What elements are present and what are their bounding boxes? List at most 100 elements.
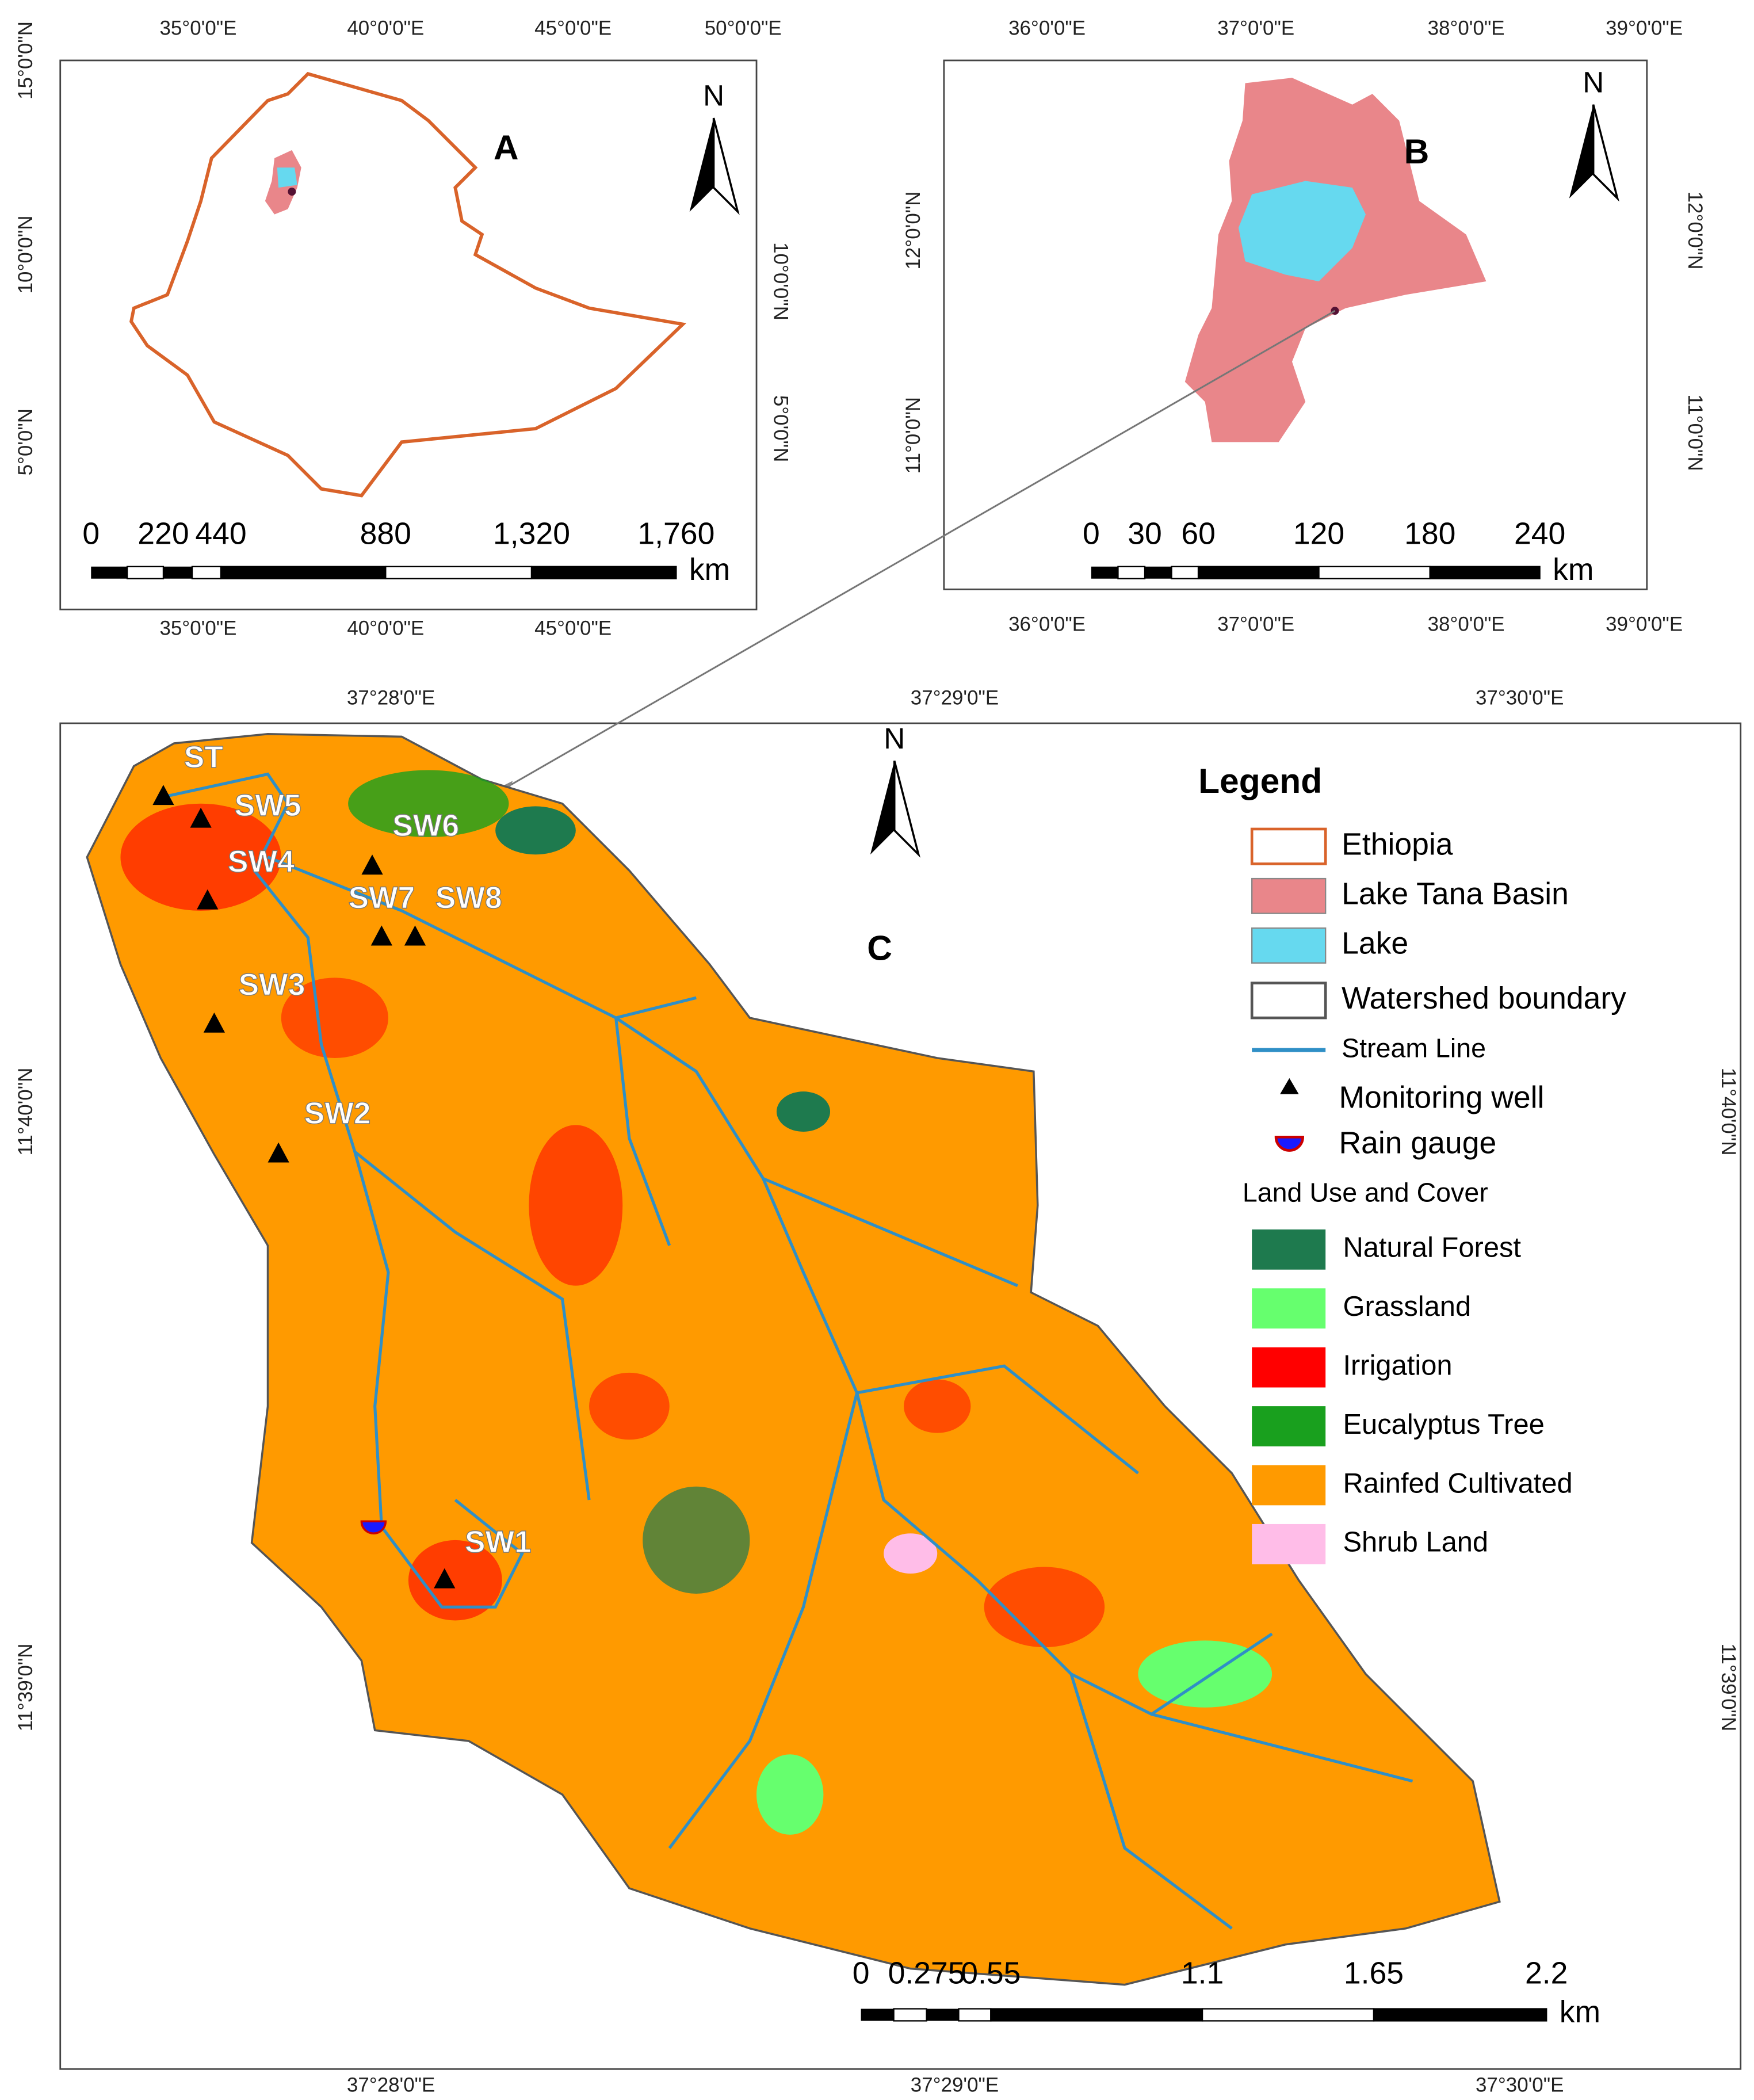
scale-label: 1,760 (637, 517, 714, 551)
coord-label-top: 36°0'0"E (1008, 17, 1086, 40)
coord-label-right: 12°0'0"N (1684, 192, 1706, 270)
legend-title: Legend (1198, 761, 1322, 800)
monitoring-well (203, 1012, 226, 1033)
north-arrow-left (870, 761, 895, 855)
coord-label-left: 5°0'0"N (14, 408, 37, 475)
scale-label: 220 (137, 517, 189, 551)
legend-class-swatch (1252, 1524, 1326, 1564)
monitoring-well (361, 854, 383, 875)
coord-label-top: 37°30'0"E (1476, 686, 1564, 709)
scale-label: 240 (1514, 517, 1565, 551)
legend-swatch (1274, 1135, 1304, 1152)
scale-label: 0.55 (961, 1956, 1021, 1990)
scale-bar-segment (163, 566, 192, 579)
coord-label-left: 12°0'0"N (902, 192, 924, 270)
scale-label: 0.275 (888, 1956, 965, 1990)
scale-label: 0 (853, 1956, 870, 1990)
legend-label: Stream Line (1342, 1033, 1486, 1063)
legend-class-swatch (1252, 1347, 1326, 1388)
scale-label: 1,320 (493, 517, 570, 551)
coord-label-bottom: 38°0'0"E (1428, 613, 1505, 635)
north-arrow-left (689, 118, 714, 212)
scale-bar-segment (91, 566, 128, 579)
monitoring-well (190, 807, 212, 828)
well-label: ST (184, 740, 224, 774)
monitoring-well (404, 925, 426, 946)
panel-letter: A (494, 128, 519, 167)
scale-bar-segment (1429, 566, 1541, 579)
coord-label-bottom: 36°0'0"E (1008, 613, 1086, 635)
monitoring-well (197, 889, 219, 910)
legend-subtitle: Land Use and Cover (1243, 1178, 1488, 1208)
well-label: SW2 (304, 1097, 371, 1131)
scale-bar-segment (861, 2009, 894, 2021)
scale-bar-segment (1197, 566, 1320, 579)
legend-swatch (1250, 827, 1327, 865)
coord-label-top: 50°0'0"E (705, 17, 782, 40)
legend-class-label: Grassland (1343, 1291, 1471, 1322)
coord-label-bottom: 35°0'0"E (159, 617, 236, 639)
scale-bar-segment (126, 566, 165, 579)
coord-label-right: 11°0'0"N (1684, 394, 1706, 471)
panel-letter: B (1404, 132, 1430, 171)
coord-label-bottom: 45°0'0"E (534, 617, 612, 639)
lake-inset (277, 167, 297, 188)
scale-bar-segment (1117, 566, 1146, 579)
coord-label-top: 37°0'0"E (1217, 17, 1294, 40)
legend-class-swatch (1252, 1229, 1326, 1270)
landcover-patches (120, 770, 1272, 1835)
coord-label-right: 11°39'0"N (1717, 1644, 1740, 1732)
connector-line (506, 310, 1336, 789)
rain-gauge (360, 1520, 387, 1534)
north-label: N (703, 79, 724, 112)
scale-unit: km (1560, 1995, 1600, 2029)
scale-label: 30 (1128, 517, 1162, 551)
site-inset (288, 188, 296, 196)
coord-label-top: 38°0'0"E (1428, 17, 1505, 40)
scale-bar-segment (1171, 566, 1199, 579)
legend-label: Rain gauge (1339, 1126, 1496, 1160)
monitoring-well (268, 1142, 289, 1163)
north-arrow-left (1569, 104, 1593, 198)
scale-bar-segment (1091, 566, 1118, 579)
scale-bar-segment (1318, 566, 1431, 579)
scale-label: 120 (1293, 517, 1344, 551)
scale-bar-segment (220, 566, 387, 579)
north-label: N (1583, 66, 1604, 98)
legend-class-swatch (1252, 1288, 1326, 1329)
panel-letter: C (867, 929, 892, 968)
scale-bar-segment (926, 2009, 959, 2021)
legend-class-label: Irrigation (1343, 1350, 1452, 1381)
coord-label-left: 11°40'0"N (14, 1068, 37, 1156)
legend-class-swatch (1252, 1406, 1326, 1446)
legend-class-label: Shrub Land (1343, 1527, 1488, 1558)
coord-label-bottom: 37°30'0"E (1476, 2074, 1564, 2097)
well-label: SW4 (228, 845, 295, 879)
north-arrow-right (712, 117, 740, 215)
coord-label-left: 10°0'0"N (14, 216, 37, 294)
legend-label: Monitoring well (1339, 1080, 1544, 1114)
north-arrow-right (893, 760, 920, 858)
legend-swatch (1251, 927, 1327, 964)
legend-label: Ethiopia (1342, 827, 1453, 861)
coord-label-bottom: 39°0'0"E (1606, 613, 1683, 635)
legend-class-label: Eucalyptus Tree (1343, 1409, 1544, 1440)
scale-label: 1.65 (1344, 1956, 1404, 1990)
well-label: SW1 (465, 1525, 532, 1559)
coord-label-top: 37°28'0"E (347, 686, 435, 709)
scale-bar-segment (191, 566, 222, 579)
scale-unit: km (1553, 553, 1593, 587)
coord-label-bottom: 40°0'0"E (347, 617, 424, 639)
frame-b (943, 59, 1648, 590)
scale-unit: km (689, 553, 730, 587)
well-label: SW8 (435, 881, 502, 915)
north-arrow-right (1592, 104, 1619, 202)
legend-label: Lake Tana Basin (1342, 877, 1569, 911)
coord-label-right: 10°0'0"N (769, 242, 792, 320)
frame-c (59, 722, 1742, 2070)
scale-bar-segment (1373, 2008, 1547, 2022)
scale-label: 1.1 (1181, 1956, 1224, 1990)
tana-lake (1238, 181, 1366, 282)
coord-label-bottom: 37°28'0"E (347, 2074, 435, 2097)
